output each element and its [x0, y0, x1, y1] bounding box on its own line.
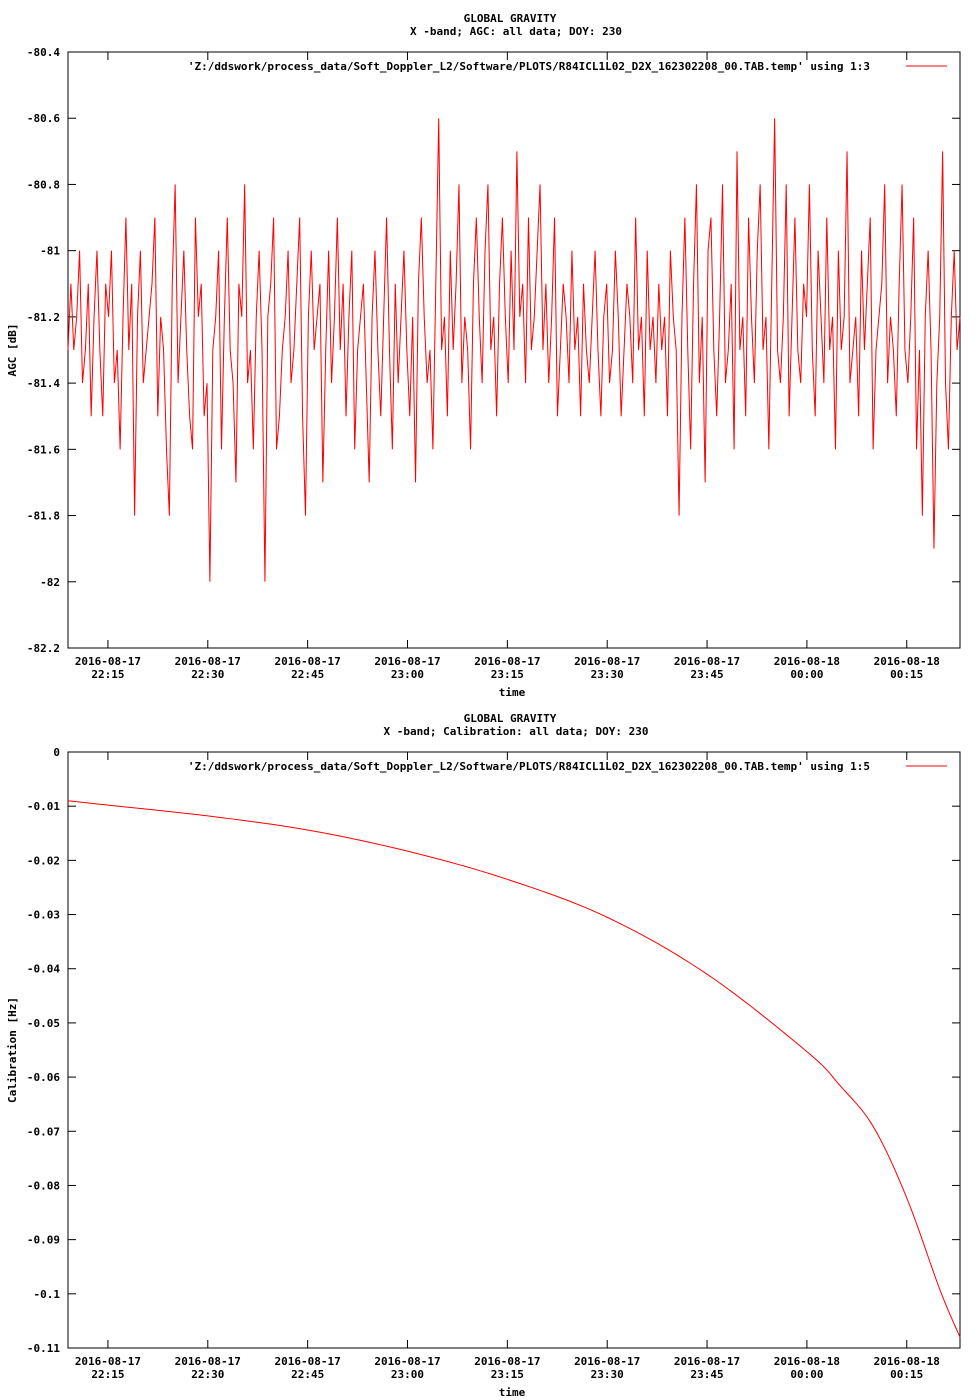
calibration-x-tick-time: 23:15: [491, 1368, 524, 1381]
agc-x-tick-time: 22:15: [91, 668, 124, 681]
agc-x-tick-time: 00:15: [890, 668, 923, 681]
agc-x-axis: 2016-08-1722:152016-08-1722:302016-08-17…: [75, 52, 940, 681]
agc-x-axis-label: time: [499, 686, 526, 699]
calibration-y-tick-label: -0.04: [27, 963, 60, 976]
agc-x-tick-date: 2016-08-17: [474, 655, 540, 668]
calibration-x-tick-date: 2016-08-17: [175, 1355, 241, 1368]
agc-x-tick-time: 00:00: [790, 668, 823, 681]
agc-series-line: [67, 118, 961, 582]
calibration-y-tick-label: -0.1: [34, 1288, 61, 1301]
agc-y-axis: -80.4 -80.6 -80.8 -81 -81.2 -81.4 -81.6 -81.8 -8…: [27, 46, 960, 655]
calibration-x-tick-time: 00:00: [790, 1368, 823, 1381]
calibration-chart-title: GLOBAL GRAVITY: [464, 712, 557, 725]
agc-y-tick-label: -81.4: [27, 377, 60, 390]
agc-series: [67, 118, 961, 582]
calibration-plot-frame: [67, 751, 961, 1349]
calibration-x-tick-date: 2016-08-17: [374, 1355, 440, 1368]
calibration-y-tick-label: -0.08: [27, 1179, 60, 1192]
calibration-y-tick-label: -0.03: [27, 909, 60, 922]
calibration-x-tick-date: 2016-08-17: [674, 1355, 740, 1368]
agc-x-tick-time: 23:00: [391, 668, 424, 681]
agc-y-tick-label: -80.8: [27, 178, 60, 191]
calibration-x-tick-date: 2016-08-17: [275, 1355, 341, 1368]
calibration-y-tick-label: 0: [53, 746, 60, 759]
calibration-x-axis: 2016-08-1722:152016-08-1722:302016-08-17…: [75, 752, 940, 1381]
agc-y-tick-label: -82.2: [27, 642, 60, 655]
agc-legend-label: 'Z:/ddswork/process_data/Soft_Doppler_L2…: [188, 60, 870, 73]
calibration-y-axis-label: Calibration [Hz]: [6, 997, 19, 1103]
agc-y-tick-label: -81: [40, 245, 60, 258]
agc-chart-subtitle: X -band; AGC: all data; DOY: 230: [410, 25, 622, 38]
agc-x-tick-date: 2016-08-17: [674, 655, 740, 668]
agc-x-tick-date: 2016-08-17: [175, 655, 241, 668]
calibration-x-tick-time: 22:15: [91, 1368, 124, 1381]
calibration-y-tick-label: -0.05: [27, 1017, 60, 1030]
agc-x-tick-time: 23:30: [591, 668, 624, 681]
agc-y-tick-label: -82: [40, 576, 60, 589]
agc-y-tick-label: -80.4: [27, 46, 60, 59]
calibration-x-tick-date: 2016-08-17: [574, 1355, 640, 1368]
agc-x-tick-date: 2016-08-17: [574, 655, 640, 668]
agc-x-tick-date: 2016-08-17: [275, 655, 341, 668]
calibration-y-tick-label: -0.01: [27, 800, 60, 813]
calibration-x-tick-time: 23:30: [591, 1368, 624, 1381]
calibration-y-tick-label: -0.09: [27, 1234, 60, 1247]
agc-x-tick-time: 22:30: [191, 668, 224, 681]
agc-y-tick-label: -81.8: [27, 510, 60, 523]
agc-chart-title: GLOBAL GRAVITY: [464, 12, 557, 25]
calibration-y-tick-label: -0.02: [27, 854, 60, 867]
agc-y-tick-label: -81.2: [27, 311, 60, 324]
agc-x-tick-time: 23:45: [690, 668, 723, 681]
calibration-x-tick-time: 23:45: [690, 1368, 723, 1381]
calibration-x-tick-date: 2016-08-18: [874, 1355, 940, 1368]
calibration-x-tick-time: 23:00: [391, 1368, 424, 1381]
calibration-x-tick-time: 00:15: [890, 1368, 923, 1381]
calibration-y-tick-label: -0.07: [27, 1125, 60, 1138]
calibration-x-tick-date: 2016-08-17: [75, 1355, 141, 1368]
calibration-x-tick-time: 22:45: [291, 1368, 324, 1381]
agc-y-tick-label: -81.6: [27, 443, 60, 456]
calibration-legend-label: 'Z:/ddswork/process_data/Soft_Doppler_L2…: [188, 760, 870, 773]
agc-y-tick-label: -80.6: [27, 112, 60, 125]
calibration-legend: 'Z:/ddswork/process_data/Soft_Doppler_L2…: [188, 760, 947, 773]
agc-x-tick-time: 23:15: [491, 668, 524, 681]
calibration-x-axis-label: time: [499, 1386, 526, 1399]
agc-x-tick-time: 22:45: [291, 668, 324, 681]
calibration-y-tick-label: -0.11: [27, 1342, 60, 1355]
calibration-series-line: [67, 800, 961, 1338]
agc-x-tick-date: 2016-08-17: [75, 655, 141, 668]
calibration-chart: GLOBAL GRAVITY X -band; Calibration: all…: [6, 712, 961, 1399]
agc-chart: GLOBAL GRAVITY X -band; AGC: all data; D…: [6, 12, 961, 699]
calibration-chart-subtitle: X -band; Calibration: all data; DOY: 230: [384, 725, 649, 738]
calibration-y-axis: 0 -0.01 -0.02 -0.03 -0.04 -0.05 -0.06 -0.07 -0.0…: [27, 746, 960, 1355]
agc-x-tick-date: 2016-08-17: [374, 655, 440, 668]
agc-y-axis-label: AGC [dB]: [6, 324, 19, 377]
calibration-y-tick-label: -0.06: [27, 1071, 60, 1084]
calibration-x-tick-date: 2016-08-18: [774, 1355, 840, 1368]
agc-x-tick-date: 2016-08-18: [774, 655, 840, 668]
calibration-x-tick-time: 22:30: [191, 1368, 224, 1381]
agc-x-tick-date: 2016-08-18: [874, 655, 940, 668]
calibration-series: [67, 800, 961, 1338]
agc-legend: 'Z:/ddswork/process_data/Soft_Doppler_L2…: [188, 60, 947, 73]
calibration-x-tick-date: 2016-08-17: [474, 1355, 540, 1368]
